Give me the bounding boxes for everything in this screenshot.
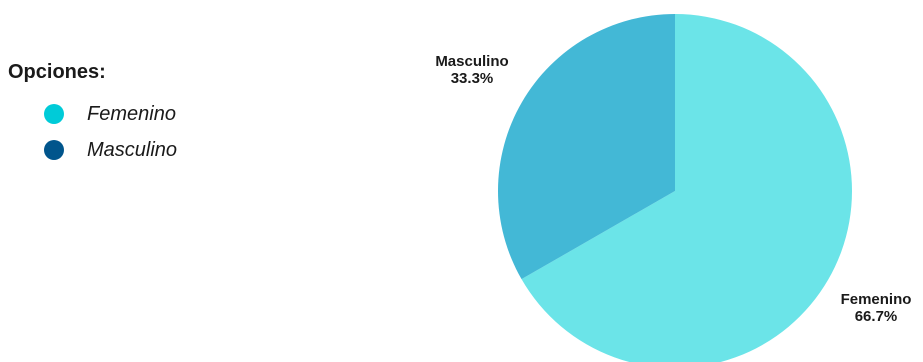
pie-slice-femenino[interactable] — [521, 14, 852, 362]
pie-slice-masculino[interactable] — [497, 14, 675, 280]
chart-legend: Opciones: Femenino Masculino — [8, 60, 177, 168]
slice-value-masculino: 33.3% — [451, 70, 494, 87]
legend-label-femenino: Femenino — [87, 102, 176, 125]
legend-swatch-femenino — [44, 104, 64, 124]
legend-item-masculino[interactable]: Masculino — [44, 132, 177, 168]
legend-item-femenino[interactable]: Femenino — [44, 96, 177, 132]
slice-label-femenino: Femenino — [841, 291, 912, 308]
legend-label-masculino: Masculino — [87, 138, 178, 161]
legend-title: Opciones: — [8, 61, 106, 83]
legend-swatch-masculino — [44, 140, 64, 160]
slice-label-masculino: Masculino — [435, 53, 508, 70]
slice-value-femenino: 66.7% — [855, 308, 898, 325]
